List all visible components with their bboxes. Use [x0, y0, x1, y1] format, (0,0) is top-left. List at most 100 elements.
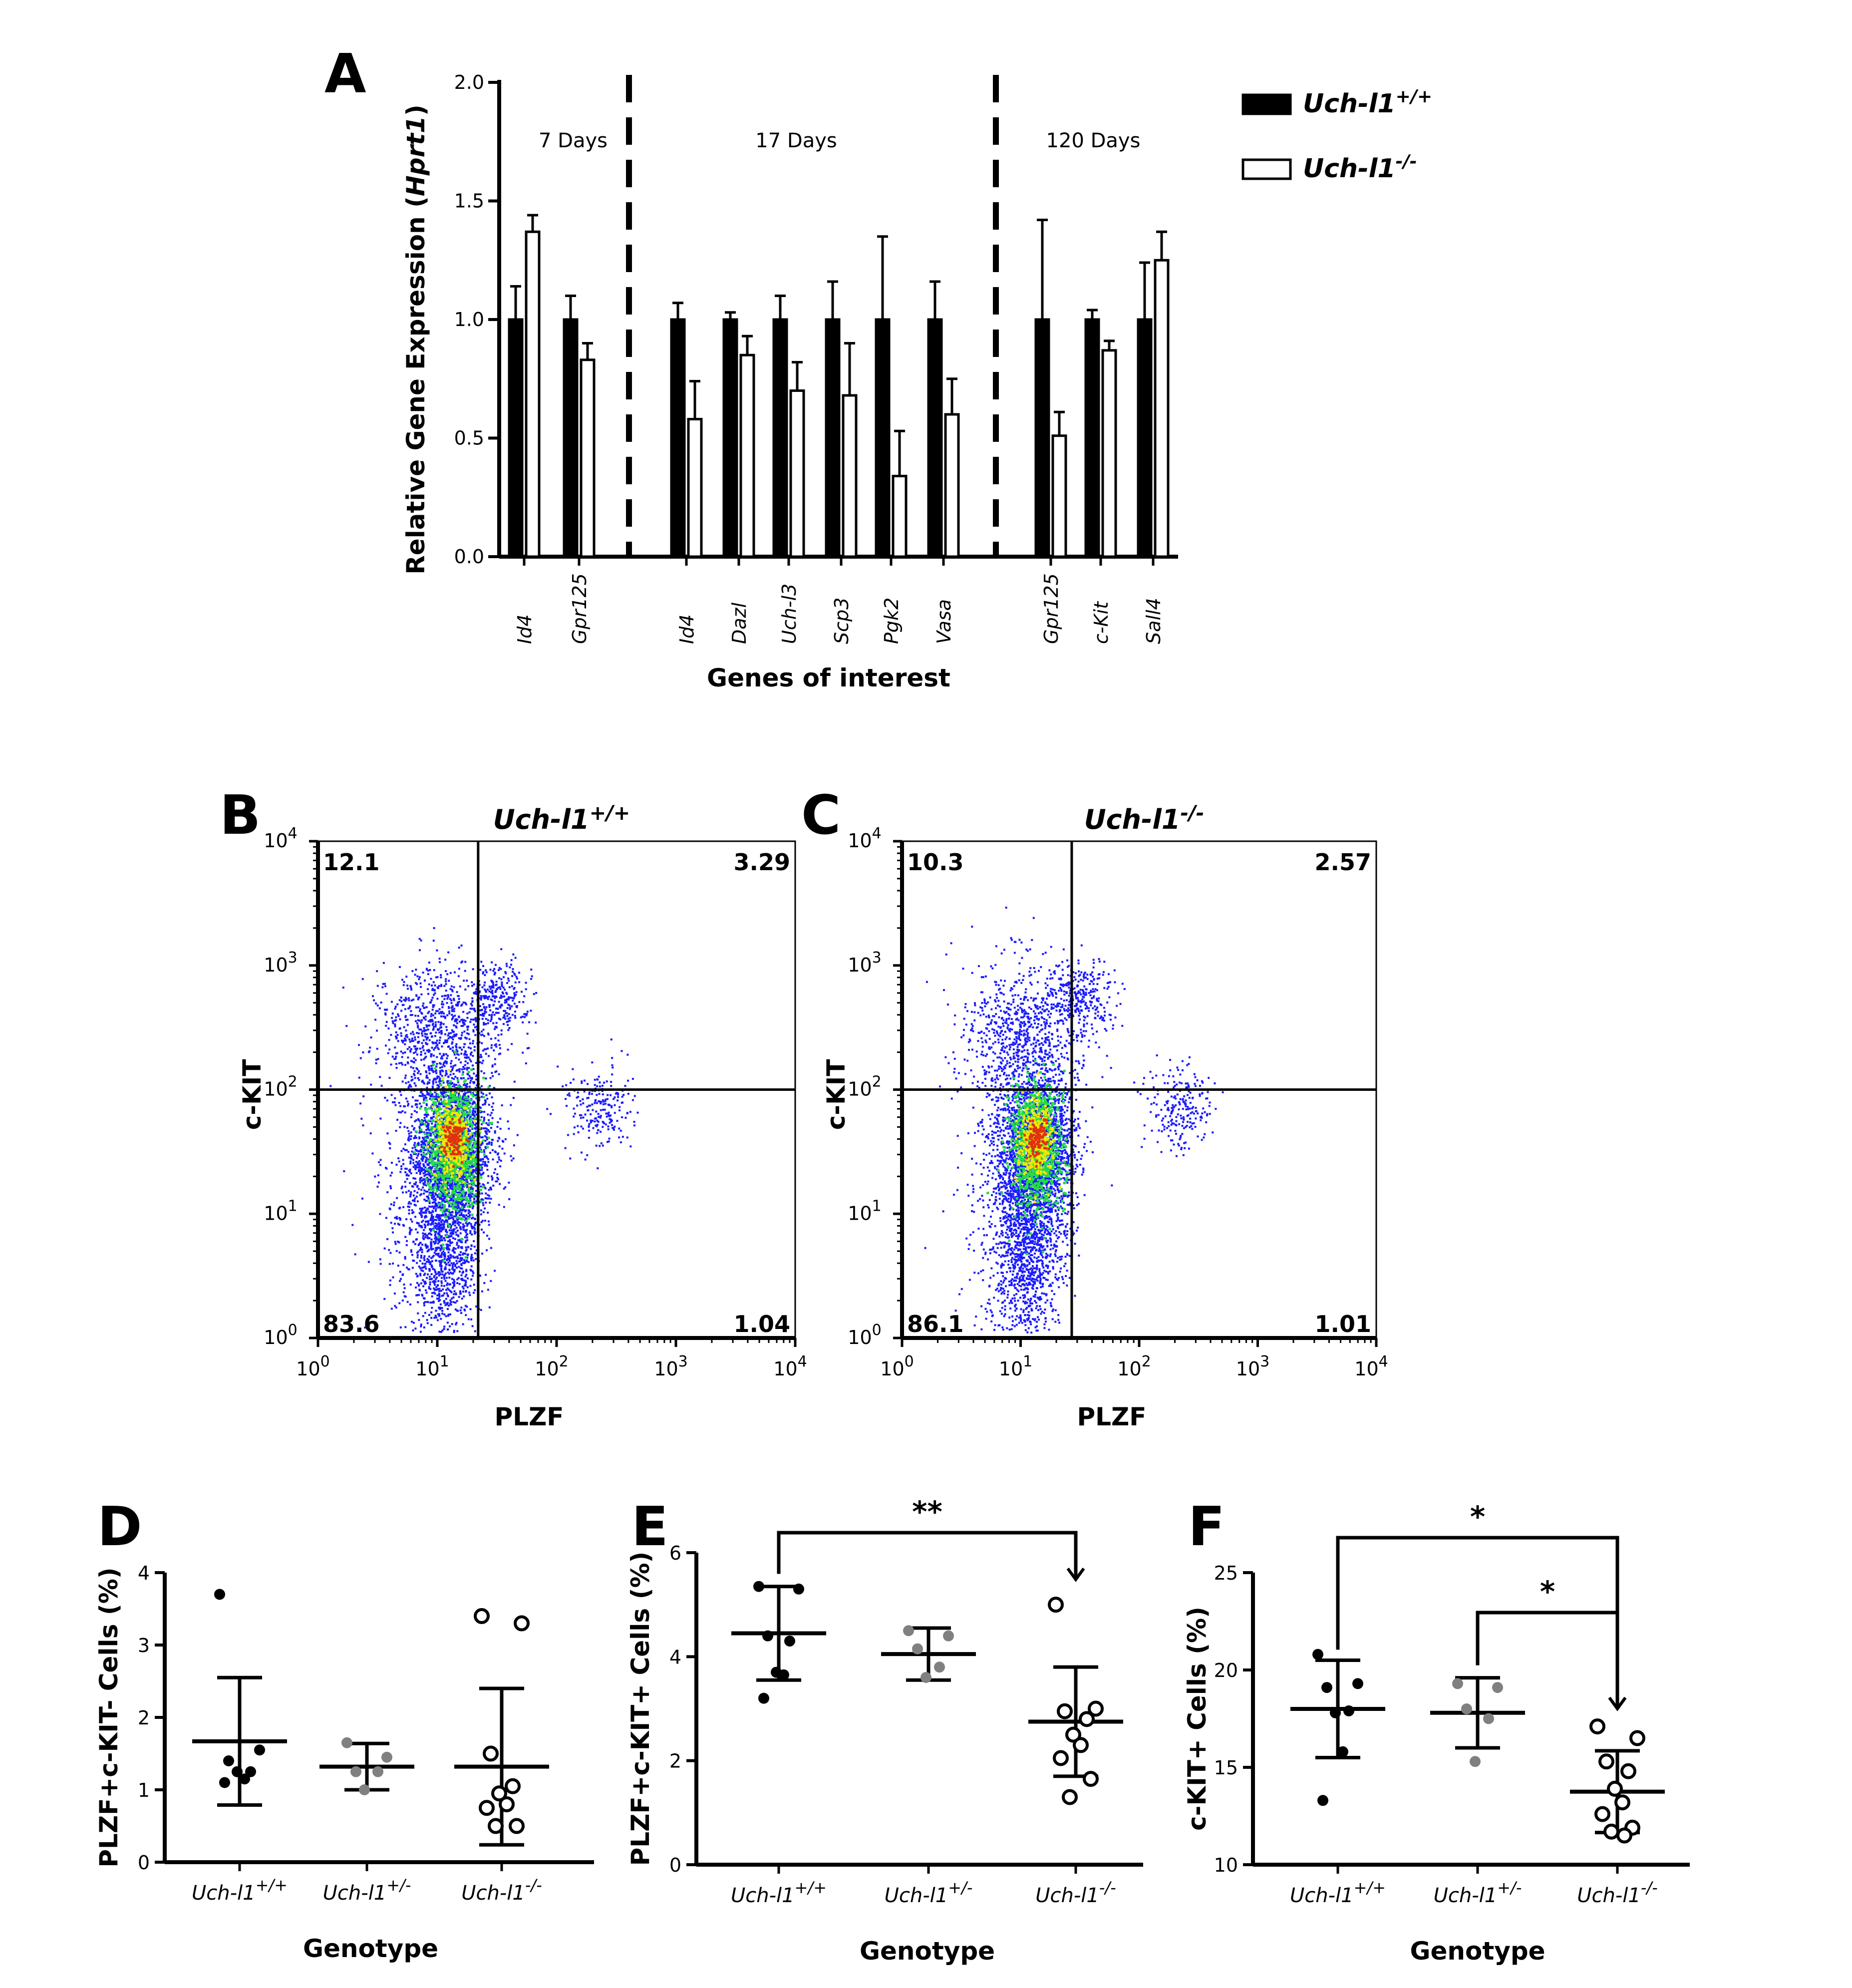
- panel-a-gene-label: Vasa: [933, 599, 955, 644]
- flow-event-dot: [513, 988, 515, 990]
- flow-event-dot: [621, 1116, 623, 1118]
- flow-event-dot: [494, 1037, 496, 1039]
- flow-event-dot: [425, 1268, 427, 1270]
- flow-event-dot: [426, 1037, 428, 1039]
- flow-event-dot: [448, 1184, 450, 1186]
- flow-event-dot: [588, 1097, 590, 1099]
- flow-event-dot: [484, 1008, 486, 1010]
- flow-event-dot: [404, 1105, 406, 1107]
- flow-event-dot: [464, 961, 466, 963]
- flow-event-dot: [456, 1050, 458, 1052]
- flow-event-dot: [446, 1244, 448, 1246]
- flow-event-dot: [427, 1024, 429, 1026]
- flow-event-dot: [481, 1116, 483, 1118]
- flow-event-dot: [404, 1111, 406, 1113]
- flow-event-dot: [480, 1213, 482, 1215]
- flow-event-dot: [408, 1038, 410, 1040]
- flow-event-dot: [395, 1019, 397, 1021]
- flow-event-dot: [459, 1258, 461, 1260]
- flow-event-dot: [422, 972, 424, 974]
- flow-event-dot: [441, 1219, 443, 1221]
- flow-event-dot: [441, 1045, 443, 1047]
- flow-event-dot: [449, 1303, 451, 1305]
- flow-event-dot: [446, 1292, 448, 1294]
- flow-event-dot: [516, 978, 518, 980]
- flow-event-dot: [390, 1203, 392, 1205]
- flow-event-dot: [388, 1249, 390, 1251]
- flow-event-dot: [488, 1014, 490, 1016]
- flow-event-dot: [475, 1167, 477, 1169]
- flow-event-dot: [481, 1062, 483, 1064]
- flow-event-dot: [420, 1214, 422, 1216]
- flow-event-dot: [512, 971, 514, 973]
- flow-event-dot: [435, 1121, 437, 1123]
- flow-event-dot: [514, 1017, 516, 1019]
- flow-event-dot: [470, 1319, 472, 1321]
- flow-event-dot: [422, 1002, 424, 1004]
- flow-event-dot: [481, 1221, 483, 1223]
- flow-event-dot: [370, 1132, 372, 1134]
- flow-event-dot: [439, 1062, 441, 1064]
- flow-event-dot: [423, 1259, 425, 1261]
- flow-event-dot: [422, 1263, 424, 1265]
- flow-event-dot: [383, 962, 385, 964]
- flow-event-dot: [449, 1186, 451, 1188]
- panel-letter-a: A: [324, 43, 366, 105]
- flow-event-dot: [456, 1070, 458, 1072]
- flow-event-dot: [432, 1070, 434, 1072]
- flow-event-dot: [527, 1033, 529, 1035]
- flow-event-dot: [415, 1161, 417, 1163]
- flow-event-dot: [425, 1191, 427, 1193]
- flow-event-dot: [485, 991, 487, 993]
- flow-event-dot: [499, 1183, 501, 1185]
- flow-event-dot: [431, 1123, 433, 1125]
- panel-a-x-axis-title: Genes of interest: [707, 663, 950, 692]
- flow-event-dot: [461, 1257, 463, 1259]
- flow-event-dot: [391, 1094, 393, 1096]
- flow-event-dot: [464, 1262, 466, 1264]
- flow-event-dot: [474, 1330, 476, 1332]
- flow-event-dot: [403, 984, 405, 986]
- flow-event-dot: [442, 1251, 444, 1253]
- flow-event-dot: [438, 1275, 440, 1277]
- flow-event-dot: [473, 1023, 475, 1025]
- flow-event-dot: [453, 986, 455, 988]
- flow-event-dot: [402, 1080, 404, 1082]
- flow-event-dot: [419, 1073, 421, 1075]
- flow-event-dot: [582, 1116, 584, 1118]
- flow-event-dot: [461, 1298, 463, 1300]
- flow-event-dot: [603, 1101, 605, 1103]
- flow-event-dot: [483, 1211, 485, 1213]
- flow-event-dot: [416, 1192, 418, 1194]
- flow-event-dot: [503, 1010, 505, 1012]
- flow-event-dot: [446, 1231, 448, 1233]
- flow-event-dot: [426, 1173, 428, 1175]
- flow-event-dot: [420, 1124, 422, 1126]
- flow-event-dot: [480, 1160, 482, 1162]
- flow-event-dot: [435, 1317, 437, 1319]
- flow-event-dot: [457, 1001, 459, 1003]
- flow-event-dot: [513, 1144, 515, 1146]
- flow-event-dot: [413, 1033, 415, 1035]
- flow-event-dot: [470, 1279, 472, 1281]
- flow-event-dot: [426, 1033, 428, 1035]
- flow-event-dot: [504, 1152, 506, 1154]
- flow-event-dot: [458, 1212, 460, 1214]
- flow-event-dot: [491, 1044, 493, 1046]
- flow-event-dot: [627, 1080, 629, 1082]
- flow-event-dot: [425, 1210, 427, 1212]
- flow-event-dot: [384, 1097, 386, 1099]
- flow-event-dot: [441, 1207, 443, 1209]
- flow-event-dot: [426, 1258, 428, 1260]
- flow-event-dot: [432, 1184, 434, 1186]
- flow-event-dot: [496, 1180, 498, 1182]
- flow-event-dot: [496, 1026, 498, 1028]
- flow-event-dot: [461, 1049, 463, 1051]
- flow-event-dot: [466, 1237, 468, 1239]
- flow-event-dot: [405, 1191, 407, 1193]
- flow-event-dot: [428, 1286, 430, 1288]
- flow-event-dot: [443, 1328, 445, 1330]
- flow-event-dot: [455, 1043, 457, 1045]
- panel-a-y-tick-label: 2.0: [454, 71, 484, 93]
- flow-event-dot: [398, 1224, 400, 1226]
